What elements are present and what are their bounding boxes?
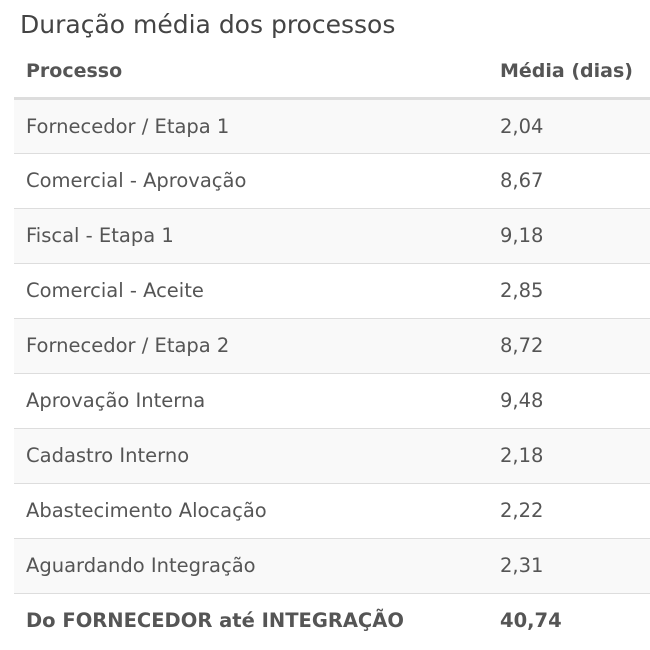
- total-row: Do FORNECEDOR até INTEGRAÇÃO 40,74: [14, 592, 650, 648]
- table-row: Cadastro Interno 2,18: [14, 427, 650, 483]
- average-cell: 9,48: [488, 372, 650, 428]
- process-cell: Fornecedor / Etapa 1: [14, 98, 488, 153]
- table-header-row: Processo Média (dias): [14, 46, 650, 100]
- process-cell: Aguardando Integração: [14, 537, 488, 593]
- table-row: Aprovação Interna 9,48: [14, 372, 650, 428]
- process-cell: Abastecimento Alocação: [14, 482, 488, 538]
- table-row: Comercial - Aceite 2,85: [14, 262, 650, 318]
- average-cell: 8,72: [488, 317, 650, 373]
- average-cell: 2,04: [488, 98, 650, 153]
- average-cell: 2,31: [488, 537, 650, 593]
- process-duration-table: Processo Média (dias) Fornecedor / Etapa…: [14, 46, 650, 648]
- table-row: Abastecimento Alocação 2,22: [14, 482, 650, 538]
- process-cell: Cadastro Interno: [14, 427, 488, 483]
- process-cell: Fornecedor / Etapa 2: [14, 317, 488, 373]
- page-title: Duração média dos processos: [20, 10, 396, 39]
- total-average-cell: 40,74: [488, 592, 650, 648]
- average-cell: 8,67: [488, 152, 650, 208]
- process-cell: Fiscal - Etapa 1: [14, 207, 488, 263]
- table-row: Comercial - Aprovação 8,67: [14, 152, 650, 208]
- average-cell: 2,18: [488, 427, 650, 483]
- table-row: Fiscal - Etapa 1 9,18: [14, 207, 650, 263]
- column-header-process: Processo: [14, 46, 488, 100]
- process-cell: Comercial - Aprovação: [14, 152, 488, 208]
- average-cell: 2,22: [488, 482, 650, 538]
- process-cell: Comercial - Aceite: [14, 262, 488, 318]
- column-header-average: Média (dias): [488, 46, 650, 100]
- average-cell: 9,18: [488, 207, 650, 263]
- average-cell: 2,85: [488, 262, 650, 318]
- process-cell: Aprovação Interna: [14, 372, 488, 428]
- table-row: Fornecedor / Etapa 2 8,72: [14, 317, 650, 373]
- total-process-cell: Do FORNECEDOR até INTEGRAÇÃO: [14, 592, 488, 648]
- table-row: Fornecedor / Etapa 1 2,04: [14, 98, 650, 153]
- table-row: Aguardando Integração 2,31: [14, 537, 650, 593]
